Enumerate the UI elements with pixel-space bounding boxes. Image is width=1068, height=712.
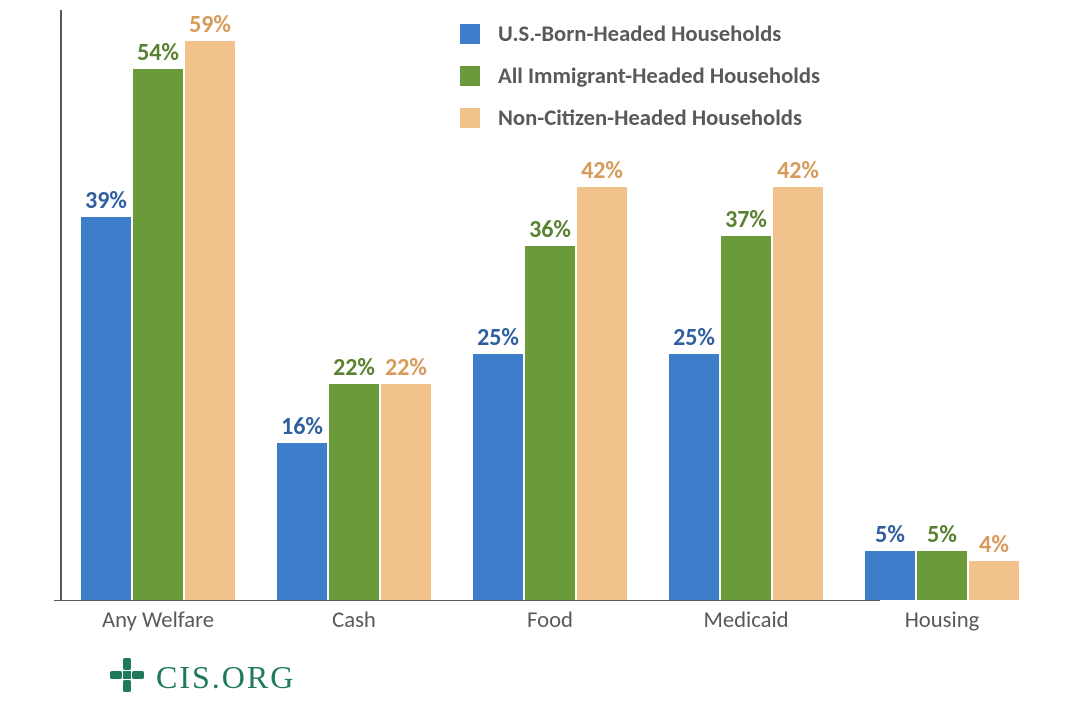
category-label: Food xyxy=(452,606,648,634)
bar-value-label: 39% xyxy=(85,186,127,215)
legend-item: All Immigrant-Headed Households xyxy=(460,62,820,90)
bar-column: 5% xyxy=(865,10,915,600)
bar-value-label: 25% xyxy=(673,323,715,352)
footer-text: CIS.ORG xyxy=(156,659,295,696)
bar-value-label: 59% xyxy=(189,10,231,39)
bar xyxy=(329,384,379,600)
category-labels-row: Any WelfareCashFoodMedicaidHousing xyxy=(60,606,1040,636)
legend-swatch xyxy=(460,108,480,128)
chart-container: 39%54%59%16%22%22%25%36%42%25%37%42%5%5%… xyxy=(0,0,1068,712)
bar-value-label: 37% xyxy=(725,205,767,234)
legend-label: U.S.-Born-Headed Households xyxy=(498,20,781,48)
category-label: Cash xyxy=(256,606,452,634)
bar-column: 22% xyxy=(329,10,379,600)
bar-group: 5% 5% 4% xyxy=(865,10,1019,600)
bar xyxy=(773,187,823,600)
bar-group: 16% 22% 22% xyxy=(277,10,431,600)
bar xyxy=(381,384,431,600)
bar-value-label: 36% xyxy=(529,215,571,244)
bar-value-label: 25% xyxy=(477,323,519,352)
bar-column: 59% xyxy=(185,10,235,600)
bar-column: 22% xyxy=(381,10,431,600)
bar xyxy=(473,354,523,600)
bar-value-label: 16% xyxy=(281,412,323,441)
bar-column: 4% xyxy=(969,10,1019,600)
category-label: Medicaid xyxy=(648,606,844,634)
bar-value-label: 22% xyxy=(333,353,375,382)
y-axis xyxy=(60,10,62,600)
footer-logo: CIS.ORG xyxy=(110,658,295,697)
category-label: Housing xyxy=(844,606,1040,634)
legend-swatch xyxy=(460,24,480,44)
legend-label: All Immigrant-Headed Households xyxy=(498,62,820,90)
legend: U.S.-Born-Headed Households All Immigrant… xyxy=(460,20,820,132)
bar xyxy=(185,41,235,600)
category-label: Any Welfare xyxy=(60,606,256,634)
bar-group: 39% 54% 59% xyxy=(81,10,235,600)
bar xyxy=(917,551,967,600)
bar-value-label: 5% xyxy=(927,520,957,549)
bar xyxy=(525,246,575,600)
bar-value-label: 22% xyxy=(385,353,427,382)
bar-value-label: 42% xyxy=(777,156,819,185)
cis-logo-icon xyxy=(110,658,144,697)
bar xyxy=(969,561,1019,600)
bar xyxy=(133,69,183,600)
legend-swatch xyxy=(460,66,480,86)
bar-column: 54% xyxy=(133,10,183,600)
bar-value-label: 5% xyxy=(875,520,905,549)
bar-column: 39% xyxy=(81,10,131,600)
bar xyxy=(669,354,719,600)
bar-value-label: 42% xyxy=(581,156,623,185)
legend-item: Non-Citizen-Headed Households xyxy=(460,104,820,132)
bar-value-label: 4% xyxy=(979,530,1009,559)
bar xyxy=(865,551,915,600)
bar xyxy=(277,443,327,600)
bar xyxy=(81,217,131,601)
bar xyxy=(577,187,627,600)
bar-column: 16% xyxy=(277,10,327,600)
bar xyxy=(721,236,771,600)
bar-value-label: 54% xyxy=(137,38,179,67)
legend-label: Non-Citizen-Headed Households xyxy=(498,104,802,132)
legend-item: U.S.-Born-Headed Households xyxy=(460,20,820,48)
bar-column: 5% xyxy=(917,10,967,600)
